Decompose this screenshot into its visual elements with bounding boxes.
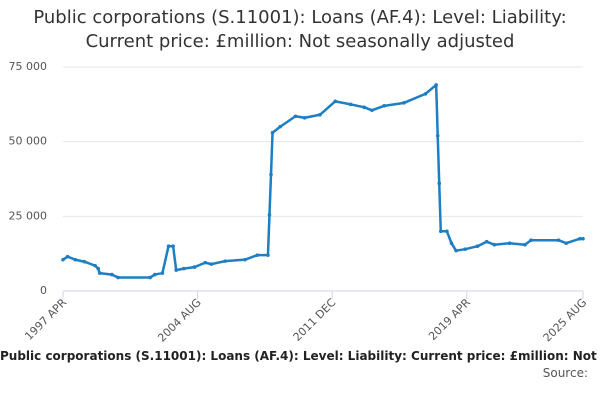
point — [182, 266, 186, 271]
point — [266, 253, 270, 257]
point — [269, 172, 273, 177]
point — [529, 238, 533, 243]
source: Source: — [542, 366, 588, 380]
point — [255, 253, 260, 257]
point — [160, 271, 165, 275]
point — [492, 242, 497, 247]
point — [437, 181, 442, 186]
x-tick-label: 2019 APR — [426, 296, 473, 343]
point — [65, 254, 70, 259]
point — [152, 272, 157, 277]
point — [302, 115, 307, 120]
point — [454, 248, 458, 253]
y-tick-label: 0 — [40, 284, 47, 297]
point — [423, 92, 428, 96]
point — [93, 263, 97, 268]
point — [110, 272, 114, 277]
point — [581, 236, 585, 241]
point — [61, 257, 65, 262]
point — [556, 238, 561, 243]
point — [73, 257, 78, 262]
point — [293, 114, 298, 119]
point — [370, 108, 374, 113]
y-tick-label: 50 000 — [9, 135, 48, 148]
point — [333, 99, 338, 104]
point — [523, 242, 527, 247]
point — [484, 239, 489, 244]
point — [203, 260, 208, 265]
point — [82, 259, 87, 264]
point — [507, 241, 512, 246]
point — [348, 102, 353, 107]
point — [243, 257, 247, 262]
point — [362, 105, 367, 110]
point — [192, 265, 197, 269]
caption-text: Public corporations (S.11001): Loans (AF… — [0, 349, 600, 363]
point — [382, 104, 386, 108]
point — [270, 130, 275, 135]
caption: Public corporations (S.11001): Loans (AF… — [0, 349, 600, 363]
y-tick-label: 25 000 — [9, 209, 48, 222]
point — [223, 259, 227, 263]
x-tick-label: 2004 AUG — [155, 296, 204, 345]
x-tick-label: 2011 DEC — [291, 296, 339, 344]
point — [564, 241, 568, 246]
point — [174, 268, 178, 272]
x-tick-label: 1997 APR — [22, 296, 69, 343]
point — [445, 229, 449, 234]
x-tick-label: 2025 AUG — [541, 296, 590, 345]
point — [438, 229, 443, 234]
point — [449, 241, 454, 246]
point — [96, 266, 100, 271]
point — [434, 83, 438, 87]
point — [475, 244, 480, 248]
point — [209, 262, 214, 266]
point — [97, 271, 102, 275]
point — [278, 124, 282, 129]
y-tick-label: 75 000 — [9, 60, 48, 73]
point — [166, 244, 171, 248]
point — [402, 101, 406, 105]
series-line — [62, 83, 583, 279]
point — [171, 244, 175, 248]
point — [463, 247, 468, 251]
point — [148, 275, 152, 280]
chart-title: Public corporations (S.11001): Loans (AF… — [33, 7, 567, 52]
point — [435, 133, 440, 138]
point — [267, 213, 272, 217]
point — [116, 275, 120, 280]
point — [318, 112, 322, 117]
point — [578, 236, 582, 241]
